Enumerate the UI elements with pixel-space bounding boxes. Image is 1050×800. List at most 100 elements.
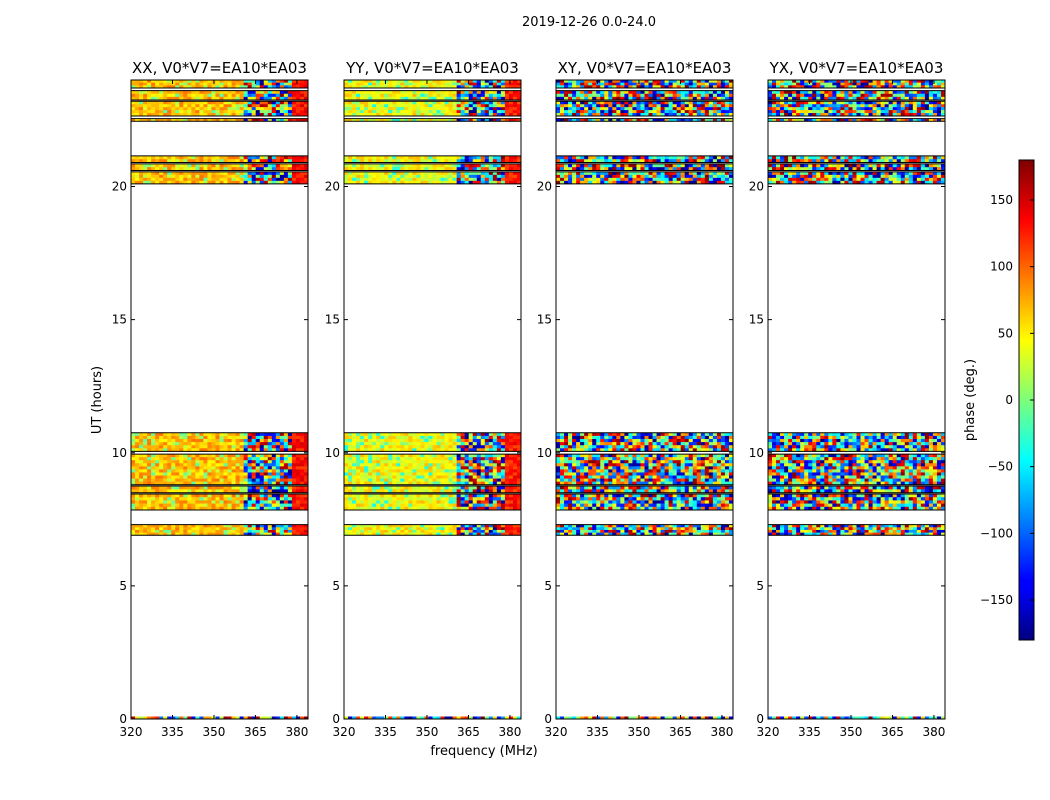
- phase-cell: [704, 457, 710, 461]
- phase-cell: [624, 506, 629, 511]
- phase-cell: [283, 155, 289, 160]
- phase-cell: [267, 442, 273, 446]
- phase-cell: [203, 445, 208, 449]
- phase-cell: [420, 163, 425, 168]
- phase-cell: [271, 85, 277, 89]
- phase-cell: [271, 472, 277, 476]
- phase-cell: [360, 506, 365, 511]
- phase-cell: [628, 460, 633, 464]
- phase-cell: [231, 177, 236, 182]
- phase-cell: [147, 118, 152, 122]
- phase-cell: [400, 489, 405, 493]
- phase-cell: [215, 481, 220, 485]
- phase-cell: [135, 177, 140, 182]
- phase-cell: [143, 174, 148, 179]
- phase-cell: [516, 448, 522, 452]
- phase-cell: [468, 503, 474, 508]
- phase-cell: [488, 475, 494, 479]
- phase-cell: [564, 524, 569, 528]
- phase-cell: [684, 460, 690, 464]
- phase-cell: [360, 163, 365, 168]
- phase-cell: [380, 478, 385, 482]
- phase-cell: [672, 494, 677, 498]
- phase-cell: [480, 107, 486, 111]
- phase-cell: [464, 107, 469, 111]
- phase-cell: [636, 454, 641, 458]
- phase-cell: [295, 180, 301, 185]
- phase-cell: [412, 494, 417, 498]
- phase-cell: [227, 475, 232, 479]
- phase-cell: [668, 506, 673, 511]
- phase-cell: [344, 177, 349, 182]
- phase-cell: [143, 435, 148, 440]
- phase-cell: [175, 457, 180, 461]
- phase-cell: [159, 500, 164, 504]
- phase-cell: [352, 481, 357, 485]
- phase-cell: [171, 529, 176, 533]
- phase-cell: [211, 494, 216, 498]
- phase-cell: [352, 716, 357, 719]
- phase-cell: [183, 435, 188, 440]
- phase-cell: [428, 85, 433, 89]
- phase-cell: [700, 460, 706, 464]
- phase-cell: [279, 497, 285, 501]
- phase-cell: [416, 497, 421, 501]
- phase-cell: [680, 497, 686, 501]
- phase-cell: [424, 460, 429, 464]
- phase-cell: [199, 448, 204, 452]
- phase-cell: [480, 159, 486, 163]
- phase-cell: [215, 524, 220, 528]
- phase-cell: [207, 503, 212, 508]
- phase-cell: [500, 180, 506, 185]
- phase-cell: [380, 438, 385, 443]
- phase-cell: [356, 85, 361, 89]
- phase-cell: [392, 463, 397, 467]
- phase-cell: [139, 90, 144, 95]
- phase-cell: [656, 529, 661, 533]
- phase-cell: [564, 500, 569, 504]
- phase-cell: [480, 503, 486, 508]
- phase-cell: [187, 445, 192, 449]
- phase-cell: [207, 445, 212, 449]
- phase-cell: [592, 457, 597, 461]
- phase-cell: [368, 442, 373, 446]
- phase-cell: [155, 469, 160, 473]
- phase-cell: [428, 155, 433, 160]
- phase-cell: [656, 532, 661, 536]
- phase-cell: [151, 163, 156, 168]
- phase-cell: [251, 113, 256, 117]
- phase-cell: [356, 82, 361, 86]
- phase-cell: [187, 163, 192, 168]
- phase-cell: [255, 155, 261, 160]
- phase-cell: [291, 167, 297, 171]
- phase-cell: [356, 481, 361, 485]
- phase-cell: [516, 466, 522, 470]
- phase-cell: [412, 532, 417, 536]
- phase-cell: [131, 529, 136, 533]
- phase-cell: [360, 438, 365, 443]
- phase-cell: [708, 489, 714, 493]
- phase-cell: [231, 113, 236, 117]
- phase-cell: [560, 463, 565, 467]
- phase-cell: [376, 107, 381, 111]
- phase-cell: [167, 527, 172, 531]
- phase-cell: [356, 497, 361, 501]
- phase-cell: [416, 171, 421, 176]
- phase-cell: [396, 454, 401, 458]
- phase-cell: [476, 529, 482, 533]
- phase-cell: [516, 113, 522, 117]
- phase-cell: [303, 107, 309, 111]
- phase-cell: [131, 506, 136, 511]
- phase-cell: [500, 442, 506, 446]
- phase-cell: [432, 101, 437, 105]
- phase-cell: [456, 174, 461, 179]
- phase-cell: [632, 457, 637, 461]
- phase-cell: [420, 442, 425, 446]
- phase-cell: [211, 171, 216, 176]
- phase-cell: [227, 167, 232, 171]
- phase-cell: [676, 506, 681, 511]
- phase-cell: [303, 466, 309, 470]
- phase-cell: [512, 90, 518, 95]
- phase-cell: [676, 457, 681, 461]
- phase-cell: [275, 486, 281, 490]
